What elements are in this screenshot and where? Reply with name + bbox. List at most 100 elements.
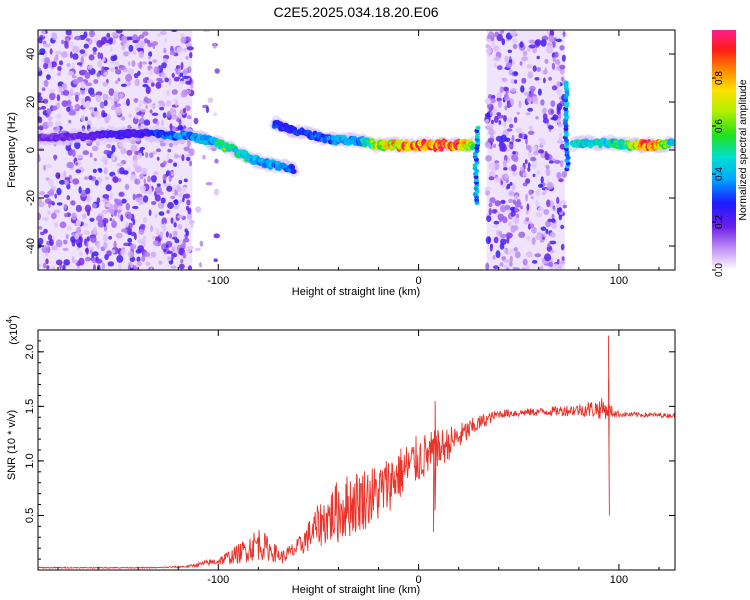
noise-blob — [70, 41, 74, 50]
noise-blob — [166, 256, 172, 262]
noise-blob — [108, 96, 113, 101]
noise-blob — [150, 251, 157, 258]
snr-x-tick-label: 100 — [610, 574, 628, 586]
noise-blob — [492, 143, 497, 148]
noise-blob — [162, 112, 167, 119]
noise-blob — [95, 114, 102, 119]
noise-blob — [63, 239, 68, 245]
noise-blob — [59, 221, 67, 229]
noise-blob — [171, 30, 178, 33]
noise-blob — [49, 92, 56, 101]
noise-blob — [534, 39, 542, 46]
noise-blob — [516, 111, 520, 115]
noise-blob — [148, 209, 152, 216]
spectrogram-y-tick-label: 40 — [25, 48, 37, 60]
noise-blob — [116, 162, 124, 167]
noise-blob — [508, 143, 514, 149]
noise-blob — [106, 143, 112, 149]
noise-blob — [496, 112, 502, 116]
noise-blob — [139, 173, 144, 180]
noise-blob — [518, 231, 526, 238]
noise-blob — [547, 42, 551, 48]
spectrogram-axes: -100 0 100 -40 -20 0 20 40 — [25, 30, 675, 287]
noise-blob — [94, 179, 99, 186]
noise-blob — [139, 223, 146, 230]
noise-blob — [39, 48, 46, 55]
noise-blob — [550, 109, 554, 115]
noise-blob — [82, 213, 87, 219]
noise-blob — [528, 39, 536, 44]
noise-blob — [103, 100, 108, 107]
noise-blob — [66, 161, 74, 169]
noise-blob — [132, 193, 136, 201]
noise-blob — [65, 30, 72, 36]
noise-blob — [187, 265, 192, 270]
noise-blob — [72, 178, 80, 185]
noise-blob — [142, 31, 149, 36]
noise-blob — [525, 264, 530, 270]
noise-blob — [189, 222, 194, 229]
noise-blob — [194, 247, 202, 252]
noise-blob — [142, 77, 149, 84]
noise-blob — [528, 44, 536, 49]
noise-blob — [118, 65, 126, 71]
noise-blob — [173, 162, 178, 167]
noise-blob — [503, 248, 507, 252]
noise-blob — [551, 213, 555, 220]
noise-blob — [511, 154, 518, 162]
noise-blob — [151, 112, 159, 117]
noise-blob — [212, 43, 217, 49]
noise-blob — [484, 186, 492, 191]
noise-blob — [535, 199, 539, 208]
snr-y-tick-label: 1.5 — [24, 399, 36, 414]
noise-blob — [502, 78, 508, 83]
noise-blob — [183, 186, 187, 193]
noise-blob — [148, 51, 153, 58]
noise-blob — [558, 138, 562, 145]
noise-blob — [493, 109, 498, 117]
noise-region — [484, 30, 568, 270]
noise-blob — [75, 204, 83, 213]
noise-blob — [171, 252, 178, 258]
noise-blob — [548, 35, 555, 43]
noise-blob — [504, 97, 512, 101]
noise-blob — [514, 195, 519, 200]
noise-blob — [58, 85, 62, 93]
noise-blob — [559, 143, 566, 150]
noise-blob — [213, 233, 220, 239]
noise-blob — [522, 172, 528, 177]
noise-blob — [85, 247, 89, 255]
noise-blob — [97, 52, 101, 59]
noise-blob — [534, 253, 542, 258]
noise-blob — [522, 50, 528, 56]
noise-blob — [185, 80, 192, 85]
noise-blob — [143, 195, 149, 203]
noise-blob — [84, 72, 91, 79]
noise-blob — [64, 179, 69, 186]
noise-blob — [159, 231, 164, 238]
noise-blob — [145, 261, 151, 266]
noise-blob — [138, 118, 145, 125]
noise-blob — [149, 267, 153, 270]
noise-blob — [546, 199, 551, 208]
noise-blob — [142, 235, 147, 243]
noise-blob — [526, 64, 533, 69]
noise-blob — [494, 160, 499, 164]
noise-blob — [139, 185, 146, 192]
noise-blob — [96, 40, 103, 48]
noise-blob — [55, 50, 62, 55]
noise-blob — [551, 62, 556, 70]
noise-blob — [156, 33, 161, 38]
noise-blob — [133, 72, 139, 79]
noise-blob — [545, 220, 552, 228]
noise-blob — [70, 200, 76, 206]
noise-blob — [84, 204, 92, 213]
noise-blob — [169, 142, 173, 148]
noise-blob — [95, 94, 102, 103]
noise-blob — [85, 38, 90, 42]
noise-blob — [511, 183, 516, 191]
noise-blob — [166, 90, 170, 96]
noise-blob — [104, 176, 109, 181]
noise-blob — [173, 98, 177, 104]
noise-blob — [547, 243, 551, 248]
